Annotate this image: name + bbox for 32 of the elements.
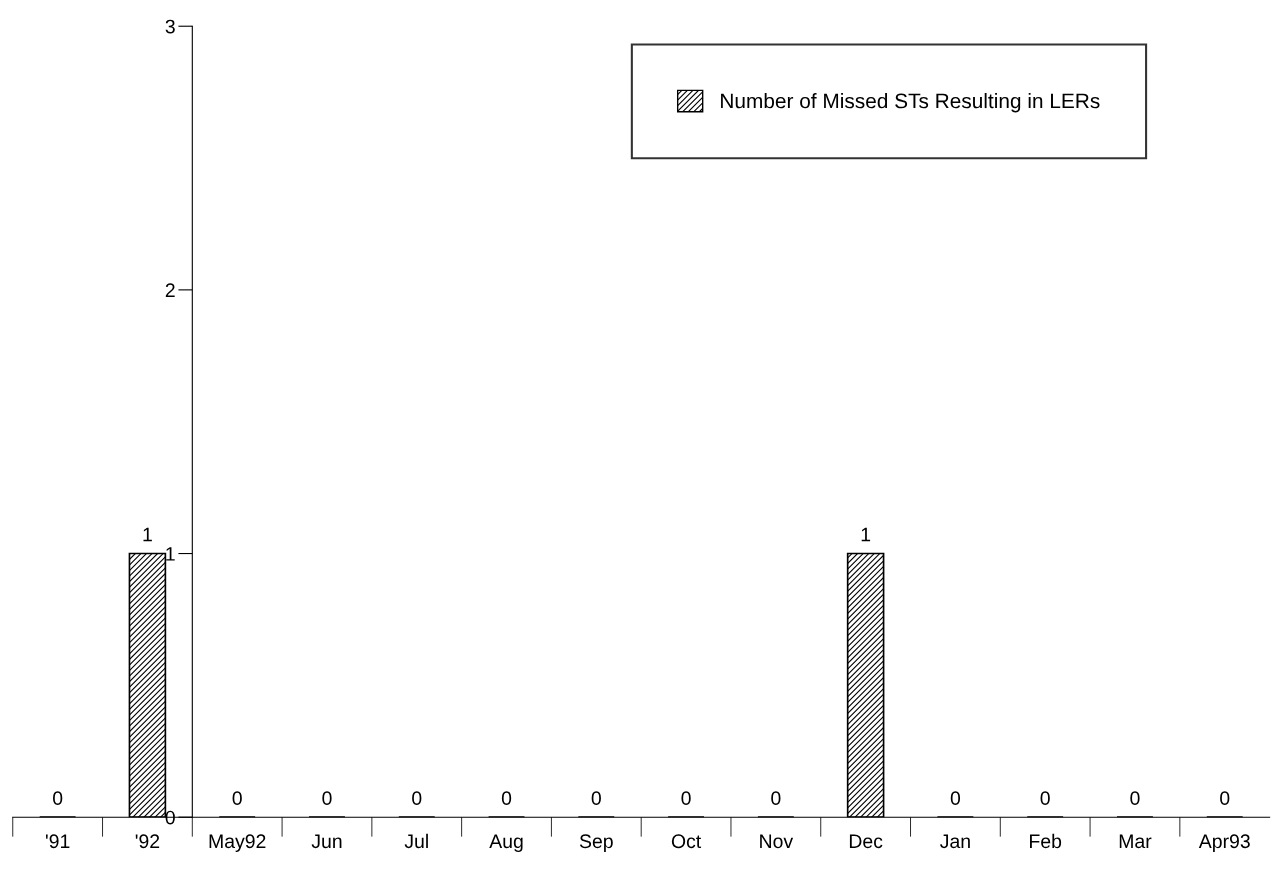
data-label: 0 xyxy=(1220,791,1230,806)
x-tick-label: May92 xyxy=(209,834,266,852)
x-tick-label: Jan xyxy=(940,834,970,849)
data-label: 0 xyxy=(412,791,422,806)
x-tick-label: Aug xyxy=(489,834,523,852)
x-tick-label: Nov xyxy=(760,834,794,849)
data-label: 0 xyxy=(681,791,691,806)
x-tick-label: Feb xyxy=(1030,833,1062,849)
data-label: 1 xyxy=(143,527,152,542)
data-label: 0 xyxy=(771,791,781,806)
y-tick-label: 3 xyxy=(165,19,175,34)
x-tick-label: Jun xyxy=(311,834,342,849)
data-label: 0 xyxy=(1040,791,1050,806)
data-label: 0 xyxy=(322,791,332,806)
x-tick-label: '92 xyxy=(135,834,160,849)
x-tick-label: Apr93 xyxy=(1198,834,1250,852)
y-tick-label: 2 xyxy=(165,283,175,297)
legend-label: Number of Missed STs Resulting in LERs xyxy=(721,92,1100,113)
x-tick-label: Dec xyxy=(849,834,883,849)
data-label: 0 xyxy=(501,791,512,806)
x-tick-label: Oct xyxy=(671,834,702,849)
x-tick-label: Jul xyxy=(404,833,428,849)
x-tick-label: Sep xyxy=(579,834,613,852)
data-label: 0 xyxy=(232,791,242,806)
data-label: 0 xyxy=(591,791,601,806)
y-tick-label: 1 xyxy=(166,547,175,561)
x-tick-label: '91 xyxy=(45,834,70,849)
data-label: 0 xyxy=(53,791,63,806)
data-label: 1 xyxy=(861,527,871,542)
data-label: 0 xyxy=(1130,791,1140,806)
x-tick-label: Mar xyxy=(1119,834,1152,849)
data-label: 0 xyxy=(950,791,961,806)
